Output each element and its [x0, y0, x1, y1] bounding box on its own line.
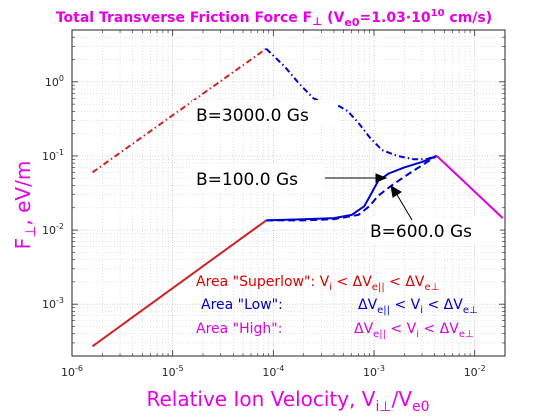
area-high-label: Area "High": [196, 321, 282, 337]
x-tick-label: 10-3 [363, 364, 385, 379]
series-layer [91, 47, 504, 348]
y-axis-label: F⊥, eV/m [11, 161, 39, 250]
annotation-b3000: B=3000.0 Gs [196, 106, 309, 126]
area-low-condition: ΔVe|| < Vi < ΔVe⊥ [358, 297, 478, 316]
y-tick-label: 10-3 [42, 296, 64, 311]
arrow-b600 [390, 185, 413, 221]
chart-title: Total Transverse Friction Force F⊥ (Ve0=… [56, 8, 492, 29]
area-high-condition: ΔVe|| < Vi < ΔVe⊥ [354, 321, 474, 340]
x-tick-label: 10-2 [464, 364, 486, 379]
y-tick-label: 10-2 [42, 222, 64, 237]
arrow-b100 [325, 173, 388, 183]
annotation-bg [366, 217, 500, 243]
x-tick-labels: 10-6 10-5 10-4 10-3 10-2 [61, 364, 486, 379]
x-tick-label: 10-4 [262, 364, 284, 379]
annotation-b100: B=100.0 Gs [196, 170, 298, 190]
annotation-bg [192, 165, 324, 191]
series-line-3 [266, 154, 438, 222]
x-axis-label: Relative Ion Velocity, Vi⊥/Ve0 [146, 387, 429, 415]
axis-ticks [71, 30, 505, 356]
series-line-4 [266, 155, 438, 222]
series-line-5 [436, 155, 504, 219]
x-tick-label: 10-6 [61, 364, 83, 379]
y-tick-labels: 10-3 10-2 10-1 100 [42, 74, 64, 311]
y-tick-label: 10-1 [42, 148, 64, 163]
area-superlow-label: Area "Superlow": Vi < ΔVe|| < ΔVe⊥ [196, 274, 439, 293]
area-low-label: Area "Low": [201, 297, 283, 313]
annotation-bg [192, 100, 338, 126]
y-tick-label: 100 [45, 74, 64, 89]
plot-frame [71, 29, 506, 357]
x-tick-label: 10-5 [162, 364, 184, 379]
annotation-b600: B=600.0 Gs [370, 222, 472, 242]
series-line-1 [265, 47, 438, 161]
series-line-0 [91, 47, 267, 174]
series-line-2 [91, 219, 267, 348]
